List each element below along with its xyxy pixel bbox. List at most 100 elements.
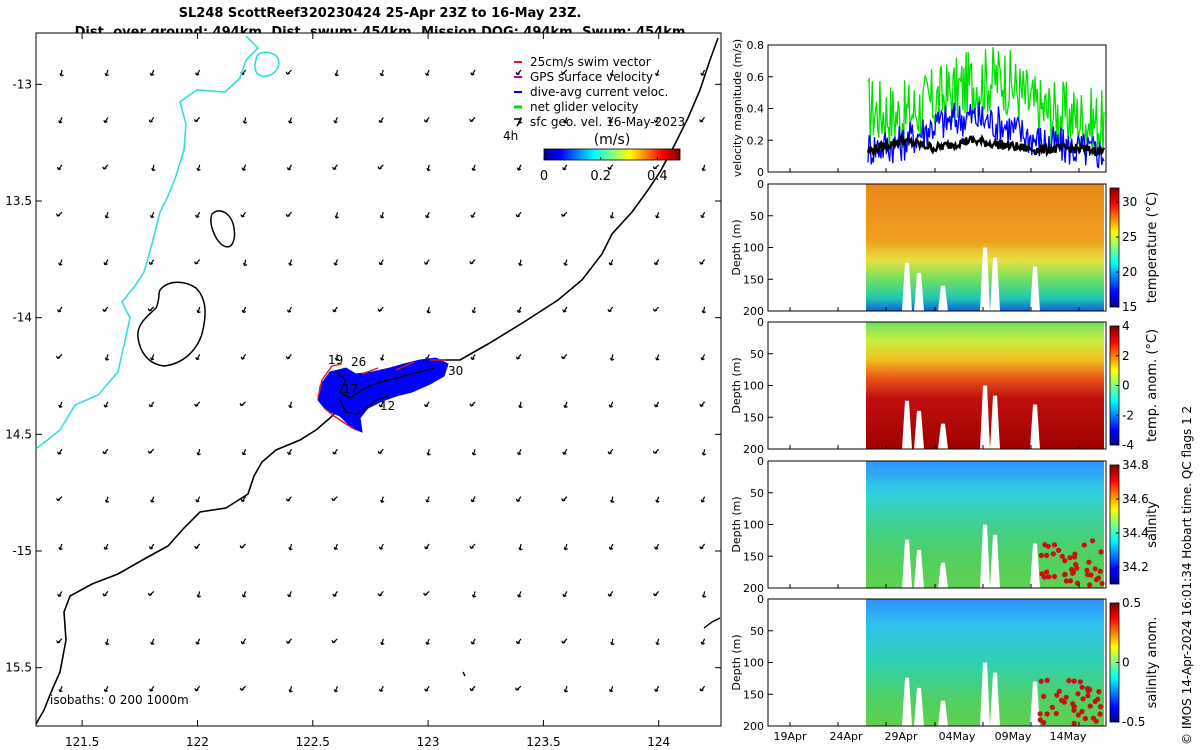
geo-velocity-arrow bbox=[609, 212, 615, 219]
velocity-ylabel: velocity magnitude (m/s) bbox=[731, 39, 744, 177]
geo-velocity-arrow bbox=[147, 448, 155, 454]
geo-velocity-arrow bbox=[701, 449, 707, 456]
section-data-gap bbox=[990, 672, 1000, 726]
geo-velocity-arrow bbox=[607, 164, 614, 170]
map-xtick-label: 123 bbox=[417, 735, 440, 749]
section-outlier-dot bbox=[1050, 551, 1056, 557]
geo-velocity-arrow bbox=[55, 353, 63, 359]
geo-velocity-arrow bbox=[424, 685, 430, 692]
geo-velocity-arrow bbox=[196, 164, 201, 172]
geo-velocity-arrow bbox=[333, 259, 338, 266]
section-outlier-dot bbox=[1087, 582, 1093, 588]
geo-velocity-arrow bbox=[240, 496, 247, 503]
geo-velocity-arrow bbox=[563, 401, 568, 409]
geo-velocity-arrow bbox=[148, 259, 155, 266]
geo-velocity-arrow bbox=[470, 354, 476, 361]
geo-velocity-arrow bbox=[56, 496, 63, 502]
geo-velocity-arrow bbox=[608, 685, 614, 693]
geo-velocity-arrow bbox=[607, 306, 614, 313]
geo-velocity-arrow bbox=[470, 69, 476, 76]
geo-velocity-arrow bbox=[286, 638, 292, 644]
section-colorbar-tick-label: 20 bbox=[1122, 265, 1137, 279]
geo-velocity-arrow bbox=[103, 401, 109, 408]
geo-velocity-arrow bbox=[426, 164, 431, 172]
section-outlier-dot bbox=[1080, 696, 1086, 702]
geo-velocity-arrow bbox=[561, 211, 568, 217]
velocity-ticks: 0 0.2 0.4 0.6 0.8 bbox=[747, 39, 1080, 179]
colorbar-unit-label: (m/s) bbox=[594, 132, 631, 148]
geo-velocity-arrow bbox=[700, 69, 706, 76]
geo-velocity-arrow bbox=[288, 543, 293, 551]
section-ytick-label: 50 bbox=[750, 487, 764, 500]
map-xtick-label: 122 bbox=[186, 735, 209, 749]
geo-velocity-arrow bbox=[240, 638, 247, 645]
geo-velocity-arrow bbox=[194, 259, 201, 265]
section-colorbar-label: temp. anom. (°C) bbox=[1145, 329, 1160, 442]
section-outlier-dot bbox=[1077, 679, 1083, 685]
section-outlier-dot bbox=[1097, 568, 1103, 574]
isobath-edge bbox=[703, 617, 721, 629]
geo-velocity-arrow bbox=[562, 306, 568, 313]
geo-velocity-arrow bbox=[102, 448, 109, 455]
section-colorbar-label: salinity anom. bbox=[1145, 617, 1160, 709]
geo-velocity-arrow bbox=[518, 543, 523, 551]
section-colorbar-tick-label: 25 bbox=[1122, 230, 1137, 244]
geo-velocity-arrow bbox=[194, 401, 201, 407]
section-outlier-dot bbox=[1067, 555, 1073, 561]
geo-velocity-arrow bbox=[700, 354, 706, 361]
section-outlier-dot bbox=[1059, 697, 1065, 703]
geo-velocity-arrow bbox=[150, 638, 155, 645]
section-ytick-label: 150 bbox=[743, 688, 764, 701]
time-xtick-label: 14May bbox=[1050, 730, 1087, 743]
geo-velocity-arrow bbox=[561, 496, 568, 502]
section-outlier-dot bbox=[1085, 688, 1091, 694]
section-ytick-label: 150 bbox=[743, 411, 764, 424]
geo-velocity-arrow bbox=[515, 69, 522, 76]
geo-velocity-arrow bbox=[103, 259, 109, 266]
geo-velocity-arrow bbox=[243, 259, 248, 267]
geo-velocity-arrow bbox=[562, 591, 568, 598]
geo-velocity-arrow bbox=[241, 591, 247, 598]
geo-velocity-arrow bbox=[378, 259, 384, 266]
geo-velocity-arrow bbox=[515, 638, 522, 645]
geo-velocity-arrow bbox=[700, 496, 706, 503]
geo-velocity-arrow bbox=[196, 591, 201, 598]
geo-velocity-arrow bbox=[562, 164, 568, 171]
section-outlier-dot bbox=[1056, 547, 1062, 553]
geo-velocity-arrow bbox=[334, 354, 340, 361]
figure-title-line1: SL248 ScottReef320230424 25-Apr 23Z to 1… bbox=[178, 6, 582, 21]
section-outlier-dot bbox=[1044, 552, 1050, 559]
geo-velocity-arrow bbox=[469, 401, 476, 407]
section-outlier-dot bbox=[1037, 717, 1043, 723]
time-xtick-label: 29Apr bbox=[884, 730, 918, 743]
geo-velocity-arrow bbox=[653, 401, 660, 408]
map-xtick-label: 123.5 bbox=[526, 735, 560, 749]
section-ytick-label: 200 bbox=[743, 582, 764, 595]
section-outlier-dot bbox=[1038, 552, 1044, 559]
geo-velocity-arrow bbox=[653, 117, 660, 123]
map-axis-ticks: 121.5 122 122.5 123 123.5 124 -13 13.5 -14 14.5 -1… bbox=[5, 33, 721, 749]
section-ytick-label: 100 bbox=[743, 242, 764, 255]
geo-velocity-arrow bbox=[699, 259, 706, 265]
map-xtick-label: 121.5 bbox=[65, 735, 99, 749]
geo-velocity-arrow bbox=[104, 69, 109, 77]
geo-velocity-arrow bbox=[562, 448, 568, 455]
time-xtick-label: 19Apr bbox=[773, 730, 807, 743]
isobath-reef-1 bbox=[210, 210, 236, 248]
geo-velocity-arrow bbox=[59, 69, 64, 77]
section-outlier-dot bbox=[1086, 559, 1092, 565]
section-data-gap bbox=[1030, 404, 1040, 449]
section-data-gap bbox=[980, 247, 990, 311]
geo-velocity-arrow bbox=[607, 591, 614, 597]
geo-velocity-arrow bbox=[652, 590, 660, 597]
day-label-19: 19 bbox=[328, 353, 343, 367]
section-colorbar-tick-label: 0 bbox=[1122, 656, 1130, 670]
geo-velocity-arrow bbox=[55, 211, 63, 217]
section-outlier-dot bbox=[1075, 691, 1081, 697]
section-outlier-dot bbox=[1071, 720, 1077, 727]
geo-velocity-arrow bbox=[288, 117, 293, 124]
geo-velocity-arrow bbox=[652, 164, 660, 170]
geo-velocity-arrow bbox=[563, 117, 568, 124]
geo-velocity-arrow bbox=[333, 117, 338, 124]
geo-velocity-arrow bbox=[425, 69, 430, 76]
